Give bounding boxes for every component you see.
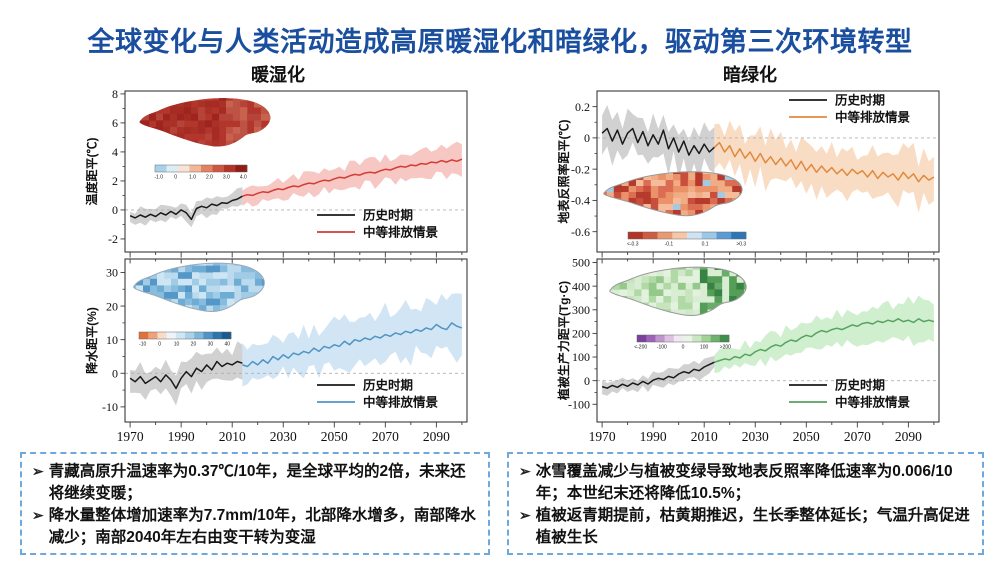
svg-text:中等排放情景: 中等排放情景 [835,394,911,409]
note-text: 降水量整体增加速率为7.7mm/10年，北部降水增多，南部降水减少；南部2040… [48,507,476,547]
svg-text:>0.3: >0.3 [736,242,746,248]
section-header-warming-wetting: 暖湿化 [251,65,305,85]
svg-text:>200: >200 [720,345,731,351]
svg-text:1970: 1970 [117,429,144,444]
svg-text:<-200: <-200 [634,345,647,351]
svg-text:-0.2: -0.2 [571,162,590,176]
svg-text:-100: -100 [568,397,590,411]
svg-text:2050: 2050 [321,429,348,444]
svg-text:1.0: 1.0 [189,175,196,181]
svg-text:-0.6: -0.6 [571,225,590,239]
svg-text:2010: 2010 [219,429,246,444]
svg-text:0: 0 [584,131,590,145]
svg-text:4.0: 4.0 [240,175,247,181]
svg-text:100: 100 [700,345,709,351]
svg-text:0: 0 [682,345,685,351]
svg-text:30: 30 [106,266,118,280]
svg-text:中等排放情景: 中等排放情景 [363,224,439,239]
svg-text:2: 2 [112,174,118,188]
svg-text:-0.4: -0.4 [571,194,590,208]
svg-text:-10: -10 [102,400,118,414]
bullet-arrow-icon: ➢ [519,463,531,479]
svg-text:0: 0 [112,366,118,380]
svg-text:中等排放情景: 中等排放情景 [363,394,439,409]
note-text: 冰雪覆盖减少与植被变绿导致地表反照率降低速率为0.006/10年；本世纪末还将降… [535,463,953,503]
svg-text:1990: 1990 [168,429,195,444]
svg-text:0: 0 [158,342,161,348]
svg-text:0: 0 [584,374,590,388]
list-item: ➢ 植被返青期提前，枯黄期推迟，生长季整体延长；气温升高促进植被生长 [517,505,974,549]
svg-text:温度距平(℃): 温度距平(℃) [84,138,99,206]
svg-text:3.0: 3.0 [223,175,230,181]
svg-text:2030: 2030 [270,429,297,444]
svg-text:中等排放情景: 中等排放情景 [835,109,911,124]
chart-vegetation-productivity-anomaly: <-200 -100 0 100 >200 500 400 300 200 100 0 -100 197… [556,256,940,444]
svg-text:40: 40 [225,342,231,348]
svg-text:0: 0 [174,175,177,181]
svg-text:-100: -100 [657,345,667,351]
svg-text:100: 100 [572,350,590,364]
svg-text:6: 6 [112,116,118,130]
bullet-arrow-icon: ➢ [32,507,44,524]
svg-text:10: 10 [106,333,118,347]
svg-text:10: 10 [174,342,180,348]
note-text: 青藏高原升温速率为0.37℃/10年，是全球平均的2倍，未来还将继续变暖； [48,463,466,503]
svg-text:0.1: 0.1 [702,242,709,248]
notes-box-darkening-greening: ➢ 冰雪覆盖减少与植被变绿导致地表反照率降低速率为0.006/10年；本世纪末还将… [507,452,984,555]
svg-text:300: 300 [572,303,590,317]
svg-text:-10: -10 [139,342,146,348]
svg-text:20: 20 [191,342,197,348]
svg-text:地表反照率距平(℃): 地表反照率距平(℃) [556,120,571,224]
svg-text:历史时期: 历史时期 [363,377,413,392]
notes-list: ➢ 青藏高原升温速率为0.37℃/10年，是全球平均的2倍，未来还将继续变暖； ➢ 降… [30,461,480,550]
svg-text:0.2: 0.2 [575,100,590,114]
bullet-arrow-icon: ➢ [519,507,531,524]
svg-text:0: 0 [112,203,118,217]
notes-box-warming-wetting: ➢ 青藏高原升温速率为0.37℃/10年，是全球平均的2倍，未来还将继续变暖； ➢ 降… [20,452,490,555]
list-item: ➢ 青藏高原升温速率为0.37℃/10年，是全球平均的2倍，未来还将继续变暖； [30,461,480,505]
svg-text:8: 8 [112,87,118,101]
svg-text:2050: 2050 [793,429,820,444]
bullet-arrow-icon: ➢ [32,463,44,479]
svg-text:-0.1: -0.1 [665,242,674,248]
svg-text:2030: 2030 [742,429,769,444]
svg-text:2090: 2090 [895,429,922,444]
svg-text:<-0.3: <-0.3 [627,242,639,248]
list-item: ➢ 降水量整体增加速率为7.7mm/10年，北部降水增多，南部降水减少；南部204… [30,505,480,549]
svg-text:2.0: 2.0 [206,175,213,181]
slide-title: 全球变化与人类活动造成高原暖湿化和暗绿化，驱动第三次环境转型 [87,27,913,57]
svg-text:400: 400 [572,279,590,293]
notes-list: ➢ 冰雪覆盖减少与植被变绿导致地表反照率降低速率为0.006/10年；本世纪末还将… [517,461,974,550]
svg-text:-1.0: -1.0 [154,175,163,181]
svg-text:历史时期: 历史时期 [835,92,885,107]
svg-text:植被生产力距平(Tg·C): 植被生产力距平(Tg·C) [556,281,571,401]
svg-text:20: 20 [106,299,118,313]
note-text: 植被返青期提前，枯黄期推迟，生长季整体延长；气温升高促进植被生长 [535,507,970,547]
svg-text:200: 200 [572,327,590,341]
svg-text:2070: 2070 [372,429,399,444]
chart-surface-albedo-anomaly: <-0.3 -0.1 0.1 >0.3 0.2 0 -0.2 -0.4 -0.6地表反照率距平(… [556,90,940,258]
svg-text:历史时期: 历史时期 [363,207,413,222]
svg-text:2090: 2090 [423,429,450,444]
svg-text:-2: -2 [108,232,118,246]
svg-text:历史时期: 历史时期 [835,377,885,392]
svg-text:4: 4 [112,145,118,159]
svg-text:降水距平(%): 降水距平(%) [84,307,99,374]
section-header-darkening-greening: 暗绿化 [723,65,777,85]
svg-text:30: 30 [208,342,214,348]
svg-text:1990: 1990 [640,429,667,444]
svg-text:500: 500 [572,256,590,270]
svg-text:2070: 2070 [844,429,871,444]
list-item: ➢ 冰雪覆盖减少与植被变绿导致地表反照率降低速率为0.006/10年；本世纪末还将… [517,461,974,505]
chart-temperature-anomaly: -1.0 0 1.0 2.0 3.0 4.0 8 6 4 2 0 -2 温度距平(℃) 历史时期中等排放情… [84,87,468,258]
svg-text:1970: 1970 [589,429,616,444]
svg-text:2010: 2010 [691,429,718,444]
